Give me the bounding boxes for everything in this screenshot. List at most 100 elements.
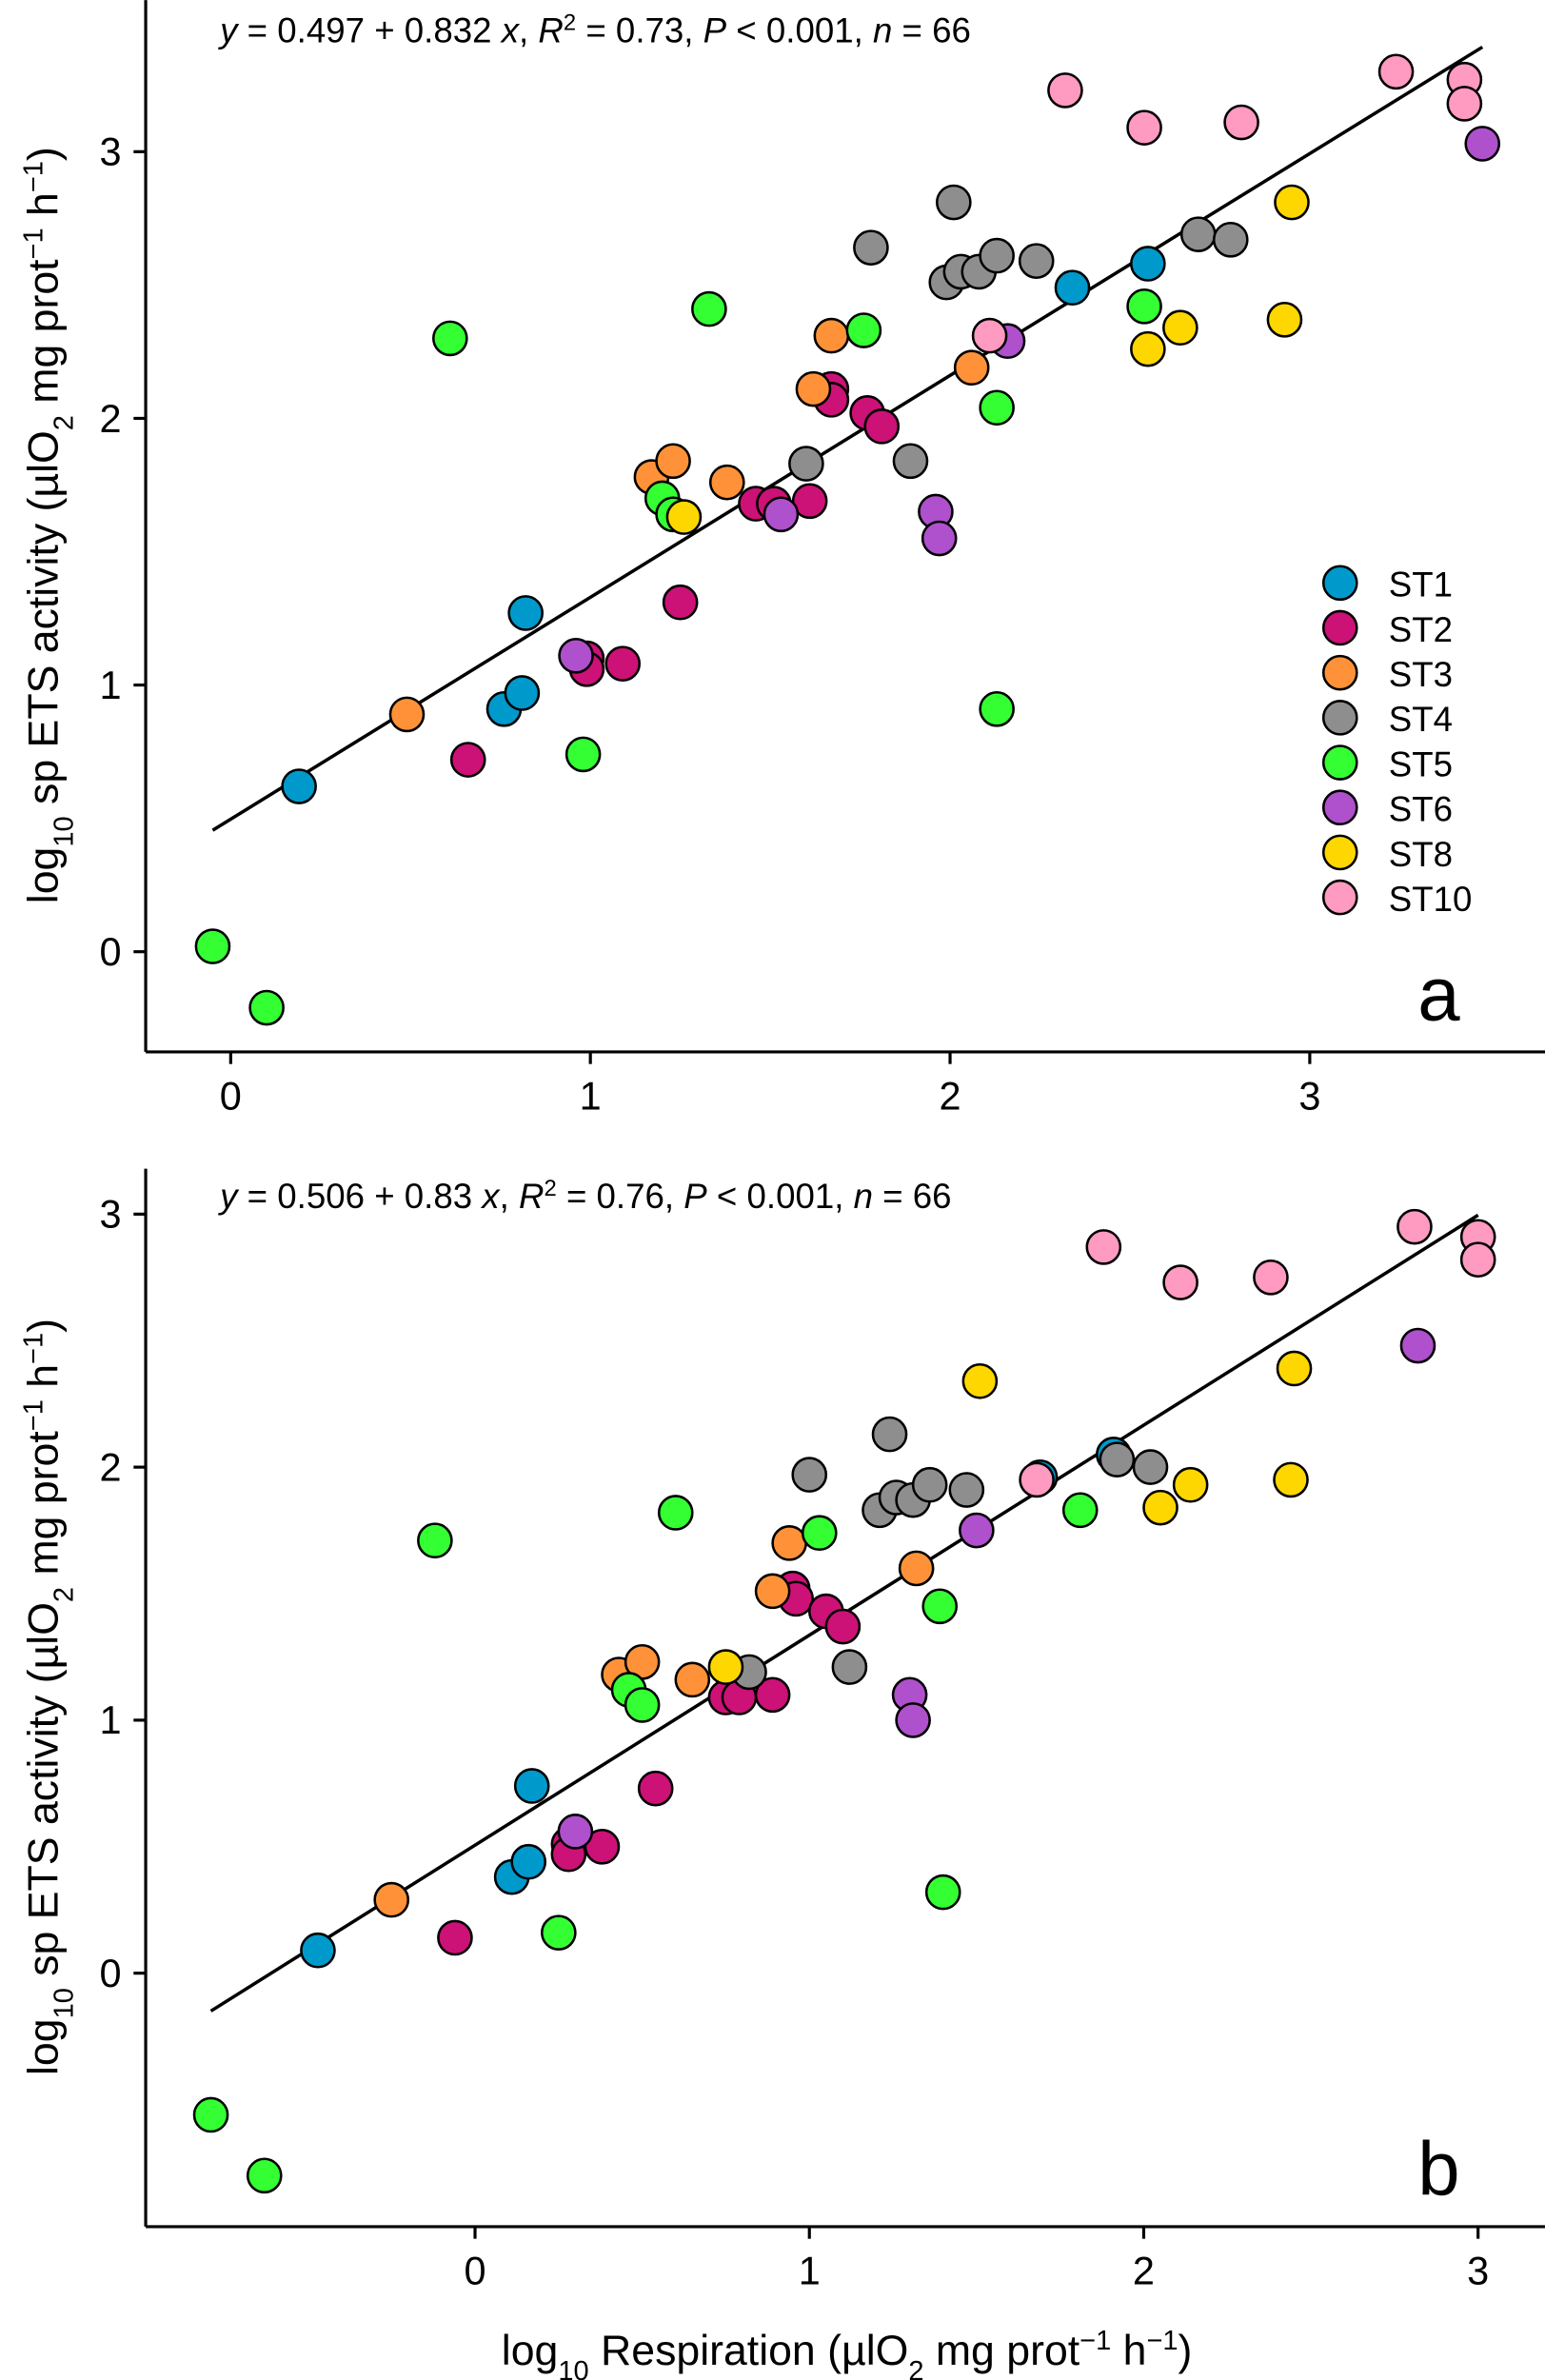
data-point-st3 xyxy=(898,1550,935,1587)
data-point-st4 xyxy=(871,1416,908,1453)
data-point-st6 xyxy=(1464,126,1501,162)
data-point-st2 xyxy=(437,1919,473,1956)
data-point-st10 xyxy=(1253,1259,1289,1296)
data-point-st4 xyxy=(948,1472,985,1508)
text-run: 2 xyxy=(908,2356,923,2380)
data-point-st5 xyxy=(194,928,231,964)
text-run: sp ETS activity ( xyxy=(21,1669,68,1988)
text-run: h xyxy=(1111,2328,1146,2374)
data-point-st5 xyxy=(541,1914,577,1951)
text-run: n xyxy=(854,1177,873,1216)
text-run: mg prot xyxy=(923,2328,1080,2374)
text-run: n xyxy=(873,11,892,50)
series-st3 xyxy=(373,1525,935,1918)
data-point-st5 xyxy=(979,690,1015,727)
text-run: = 0.76, xyxy=(557,1177,684,1216)
data-point-st2 xyxy=(637,1770,674,1807)
regression-equation: y = 0.497 + 0.832 x, R2 = 0.73, P < 0.00… xyxy=(217,10,971,50)
series-st5 xyxy=(192,1492,1099,2194)
data-point-st8 xyxy=(961,1362,999,1399)
series-st10 xyxy=(1019,1208,1496,1498)
data-point-st5 xyxy=(657,1495,694,1531)
legend-item-st6: ST6 xyxy=(1321,789,1453,829)
text-run: −1 xyxy=(19,1399,50,1431)
legend-swatch xyxy=(1321,654,1358,691)
series-st6 xyxy=(558,126,1501,674)
y-tick-label: 1 xyxy=(99,1697,121,1742)
legend-item-st10: ST10 xyxy=(1321,879,1472,919)
data-point-st3 xyxy=(795,370,832,407)
text-run: ) xyxy=(1179,2328,1193,2374)
legend-item-st3: ST3 xyxy=(1321,654,1453,694)
series-st8 xyxy=(665,184,1310,535)
series-st8 xyxy=(707,1350,1313,1685)
text-run: < 0.001, xyxy=(726,11,873,50)
data-point-st4 xyxy=(1132,1449,1169,1485)
data-point-st6 xyxy=(557,1814,594,1850)
text-run: 10 xyxy=(558,2356,588,2380)
data-point-st10 xyxy=(1446,86,1483,122)
x-tick-label: 1 xyxy=(580,1074,602,1119)
data-point-st2 xyxy=(662,584,699,621)
data-point-st2 xyxy=(449,742,486,778)
text-run: −1 xyxy=(19,1333,50,1364)
data-point-st2 xyxy=(824,1608,862,1645)
panel-letter: a xyxy=(1417,951,1460,1036)
text-run: mg prot xyxy=(21,1431,68,1587)
legend-label: ST1 xyxy=(1389,565,1453,605)
data-point-st5 xyxy=(565,736,602,773)
data-point-st8 xyxy=(1276,1350,1313,1387)
data-point-st1 xyxy=(513,1768,550,1804)
text-run: = 66 xyxy=(873,1177,952,1216)
y-tick-label: 2 xyxy=(99,1444,121,1489)
data-point-st10 xyxy=(1396,1208,1433,1245)
text-run: 10 xyxy=(50,1988,80,2018)
data-point-st1 xyxy=(1054,269,1091,307)
text-run: h xyxy=(21,192,68,228)
legend-item-st4: ST4 xyxy=(1321,700,1453,739)
series-st10 xyxy=(971,53,1483,354)
data-point-st4 xyxy=(935,184,972,221)
data-point-st5 xyxy=(192,2096,229,2133)
data-point-st2 xyxy=(584,1828,621,1865)
data-point-st10 xyxy=(1459,1241,1496,1279)
data-point-st5 xyxy=(246,2157,283,2194)
series-st1 xyxy=(281,246,1166,804)
series-st5 xyxy=(194,288,1162,1026)
text-run: µlO xyxy=(842,2328,908,2374)
text-run: ) xyxy=(21,1319,68,1333)
data-point-st8 xyxy=(707,1649,744,1685)
data-point-st1 xyxy=(507,595,544,631)
data-point-st6 xyxy=(1399,1327,1436,1364)
text-run: 2 xyxy=(545,1176,557,1201)
text-run: = 66 xyxy=(892,11,971,50)
data-point-st3 xyxy=(771,1525,807,1561)
text-run: = 0.73, xyxy=(576,11,703,50)
series-st2 xyxy=(449,370,901,778)
data-point-st5 xyxy=(248,989,285,1026)
text-run: sp ETS activity ( xyxy=(21,497,68,816)
legend-label: ST2 xyxy=(1389,610,1453,649)
y-tick-label: 3 xyxy=(99,1192,121,1237)
data-point-st6 xyxy=(895,1702,931,1738)
regression-equation: y = 0.506 + 0.83 x, R2 = 0.76, P < 0.001… xyxy=(217,1176,951,1217)
legend-swatch xyxy=(1321,744,1358,781)
data-point-st5 xyxy=(417,1522,453,1559)
text-run: , xyxy=(500,1177,519,1216)
text-run: ) xyxy=(21,147,68,161)
legend-label: ST3 xyxy=(1389,655,1453,694)
legend-swatch xyxy=(1321,834,1358,871)
text-run: R xyxy=(538,11,563,50)
text-run: y xyxy=(217,11,240,50)
text-run: y xyxy=(217,1177,240,1216)
data-point-st5 xyxy=(801,1515,838,1552)
legend-swatch xyxy=(1321,879,1358,916)
data-point-st10 xyxy=(1019,1461,1055,1498)
data-point-st5 xyxy=(1126,288,1162,325)
data-point-st8 xyxy=(1162,309,1198,347)
text-run: P xyxy=(703,11,727,50)
y-tick-label: 1 xyxy=(99,663,121,707)
legend-swatch xyxy=(1321,609,1358,646)
data-point-st1 xyxy=(504,675,541,711)
